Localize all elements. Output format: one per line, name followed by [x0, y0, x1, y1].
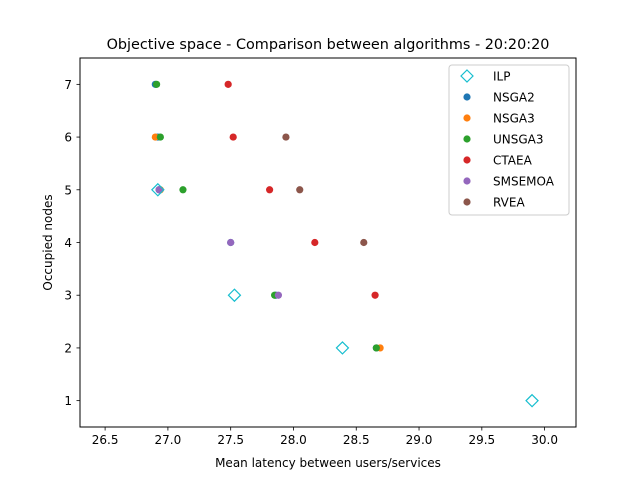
legend-label-nsga2: NSGA2: [493, 91, 535, 105]
x-tick-label: 28.0: [280, 433, 307, 447]
legend: ILP NSGA2 NSGA3 UNSGA3 CTAEA SMSEMOA RVEA: [448, 64, 570, 216]
data-point-ilp: [151, 182, 165, 197]
data-point-smsemoa: [274, 291, 282, 299]
data-point-unsga3: [156, 133, 164, 141]
legend-marker-smsemoa: [463, 177, 471, 185]
x-tick-label: 28.5: [343, 433, 370, 447]
y-tick-label: 2: [64, 341, 72, 355]
data-point-ilp: [525, 393, 539, 408]
legend-marker-nsga2: [463, 93, 471, 101]
data-point-smsemoa: [227, 238, 235, 247]
legend-marker-unsga3: [463, 135, 471, 143]
y-tick-label: 7: [64, 78, 72, 92]
legend-label-unsga3: UNSGA3: [493, 133, 544, 147]
data-point-unsga3: [179, 186, 187, 194]
data-point-smsemoa: [155, 186, 163, 194]
x-tick-label: 29.0: [406, 433, 433, 447]
plot-frame: [79, 57, 577, 428]
data-point-ilp: [335, 341, 350, 355]
x-axis-ticks: 26.5 27.0 27.5 28.0 28.5 29.0 29.5 30.0: [92, 427, 558, 447]
legend-label-ilp: ILP: [493, 70, 510, 84]
legend-label-smsemoa: SMSEMOA: [493, 175, 555, 189]
x-tick-label: 29.5: [468, 433, 495, 447]
y-tick-label: 1: [64, 394, 72, 408]
legend-marker-nsga3: [463, 114, 471, 122]
y-tick-label: 4: [64, 236, 72, 250]
data-point-rvea: [360, 238, 368, 247]
legend-marker-ilp: [460, 69, 474, 83]
x-axis-label: Mean latency between users/services: [215, 456, 441, 470]
data-point-rvea: [296, 186, 304, 194]
chart-title: Objective space - Comparison between alg…: [107, 37, 550, 53]
y-tick-label: 5: [64, 183, 72, 197]
legend-marker-rvea: [463, 198, 471, 206]
data-point-ctaea: [224, 80, 232, 88]
data-point-unsga3: [372, 344, 380, 352]
y-axis-ticks: 1 2 3 4 5 6 7: [64, 78, 80, 408]
data-point-ctaea: [229, 133, 237, 141]
legend-marker-ctaea: [463, 156, 471, 164]
data-point-nsga3: [151, 133, 159, 141]
x-tick-label: 26.5: [92, 433, 119, 447]
data-point-ctaea: [311, 238, 319, 247]
x-tick-label: 30.0: [531, 433, 558, 447]
data-point-ilp: [227, 288, 242, 303]
y-tick-label: 3: [64, 289, 72, 303]
data-point-ctaea: [371, 291, 379, 299]
plot-marks: [151, 80, 539, 408]
legend-label-ctaea: CTAEA: [493, 154, 533, 168]
x-tick-label: 27.0: [155, 433, 182, 447]
legend-label-nsga3: NSGA3: [493, 112, 535, 126]
y-tick-label: 6: [64, 131, 72, 145]
y-axis-label: Occupied nodes: [41, 194, 55, 290]
data-point-ctaea: [266, 186, 274, 194]
x-tick-label: 27.5: [217, 433, 244, 447]
data-point-rvea: [282, 133, 290, 141]
legend-box: [448, 64, 570, 216]
data-point-unsga3: [152, 80, 161, 88]
legend-label-rvea: RVEA: [493, 196, 525, 210]
